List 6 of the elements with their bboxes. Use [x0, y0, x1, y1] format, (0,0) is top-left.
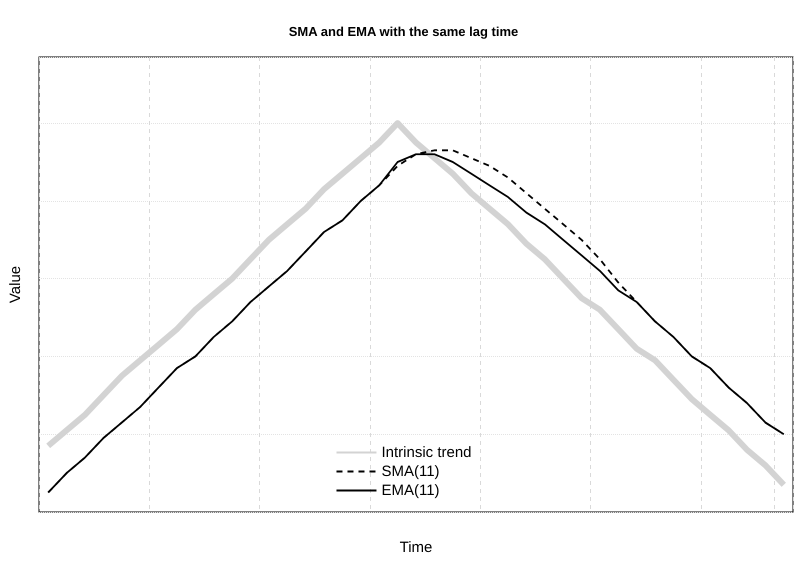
- legend-label: EMA(11): [381, 482, 440, 499]
- x-axis-title: Time: [400, 539, 432, 556]
- y-axis-title: Value: [7, 266, 24, 304]
- chart-title: SMA and EMA with the same lag time: [288, 24, 518, 39]
- legend-label: Intrinsic trend: [381, 444, 472, 461]
- legend-label: SMA(11): [381, 463, 440, 480]
